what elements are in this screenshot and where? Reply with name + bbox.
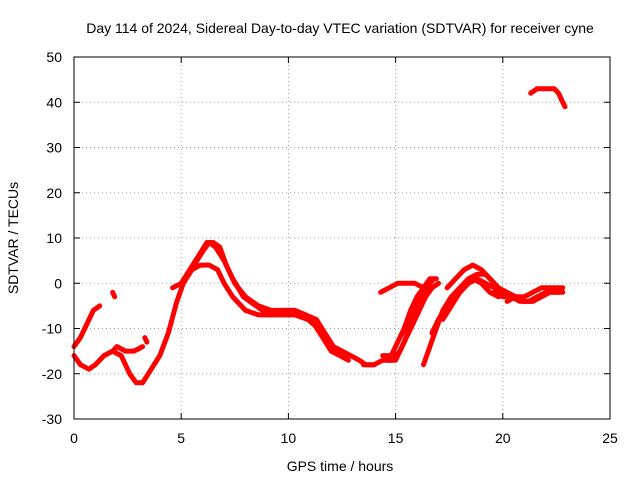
grid-layer xyxy=(74,57,610,419)
y-axis-label: SDTVAR / TECUs xyxy=(5,182,21,294)
y-tick-label: 20 xyxy=(46,185,62,201)
chart-title: Day 114 of 2024, Sidereal Day-to-day VTE… xyxy=(86,20,594,36)
series-arc-4 xyxy=(183,240,347,359)
series-arc-2 xyxy=(71,262,377,386)
series-arc-13 xyxy=(429,276,501,336)
series-arc-5 xyxy=(110,344,146,354)
series-arc-18 xyxy=(528,86,568,110)
series-arc-1 xyxy=(71,303,103,350)
y-tick-label: 50 xyxy=(46,49,62,65)
y-tick-label: -20 xyxy=(42,366,62,382)
series-arc-7 xyxy=(142,335,150,345)
x-tick-label: 0 xyxy=(70,430,78,446)
series-arc-6 xyxy=(110,289,118,300)
y-tick-label: -30 xyxy=(42,411,62,427)
y-tick-label: 0 xyxy=(54,275,62,291)
x-tick-label: 20 xyxy=(495,430,511,446)
y-tick-label: 40 xyxy=(46,94,62,110)
x-tick-label: 25 xyxy=(602,430,618,446)
series-arc-15 xyxy=(444,262,566,300)
series-arc-17 xyxy=(504,289,561,304)
x-tick-label: 5 xyxy=(177,430,185,446)
x-tick-label: 15 xyxy=(388,430,404,446)
y-tick-label: 30 xyxy=(46,140,62,156)
series-arc-11 xyxy=(378,280,426,295)
y-tick-label: -10 xyxy=(42,321,62,337)
data-layer xyxy=(71,86,568,386)
x-tick-label: 10 xyxy=(281,430,297,446)
x-axis-label: GPS time / hours xyxy=(287,458,394,474)
series-arc-10 xyxy=(384,276,437,363)
tick-layer: 0 5 10 15 20 25 -30 -20 -10 0 10 20 30 40 50 xyxy=(42,49,618,446)
series-arc-9 xyxy=(380,276,439,359)
y-tick-label: 10 xyxy=(46,230,62,246)
